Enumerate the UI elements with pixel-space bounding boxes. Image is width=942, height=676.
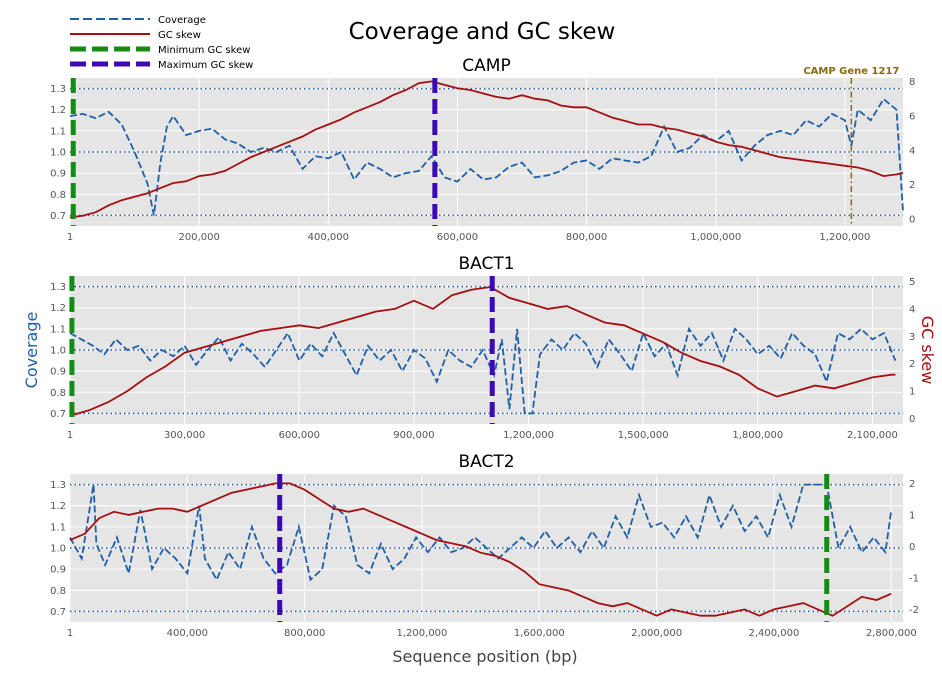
y-tick-label-right: 8	[909, 77, 915, 88]
x-tick-label: 1,000,000	[690, 232, 741, 243]
x-tick-label: 300,000	[164, 430, 205, 441]
y-tick-label-left: 1.1	[50, 522, 66, 533]
x-tick-label: 2,000,000	[631, 628, 682, 639]
x-tick-label: 1,200,000	[397, 628, 448, 639]
coverage-line-camp	[69, 97, 904, 216]
y-tick-label-right: 2	[909, 479, 915, 490]
legend-label-maximum-gc-skew: Maximum GC skew	[158, 60, 253, 71]
x-tick-label: 200,000	[178, 232, 219, 243]
y-tick-label-left: 1.0	[50, 544, 66, 555]
x-tick-label: 1,500,000	[618, 430, 669, 441]
x-tick-label: 1	[67, 232, 73, 243]
coverage-line-bact2	[69, 483, 893, 582]
figure-title: Coverage and GC skew	[349, 19, 616, 45]
y-tick-label-right: 2	[909, 180, 915, 191]
x-tick-label: 2,400,000	[748, 628, 799, 639]
legend-label-coverage: Coverage	[158, 15, 206, 26]
y-tick-label-left: 1.2	[50, 303, 66, 314]
y-tick-label-left: 0.7	[50, 409, 66, 420]
y-tick-label-right: 1	[909, 387, 915, 398]
y-tick-label-left: 1.2	[50, 105, 66, 116]
y-tick-label-left: 0.9	[50, 565, 66, 576]
y-tick-label-right: -1	[909, 573, 919, 584]
y-tick-label-right: -2	[909, 605, 919, 616]
x-tick-label: 400,000	[167, 628, 208, 639]
y-tick-label-right: 3	[909, 332, 915, 343]
x-tick-label: 400,000	[308, 232, 349, 243]
gc-skew-line-camp	[69, 80, 904, 219]
legend-label-gc-skew: GC skew	[158, 30, 201, 41]
y-tick-label-left: 0.9	[50, 367, 66, 378]
x-tick-label: 2,100,000	[847, 430, 898, 441]
y-tick-label-left: 1.1	[50, 324, 66, 335]
y-tick-label-left: 1.3	[50, 480, 66, 491]
x-tick-label: 1,600,000	[514, 628, 565, 639]
panel-bact1: 1 300,000 600,000 900,000 1,200,000 1,500,000…	[50, 254, 915, 441]
panel-title-bact1: BACT1	[458, 254, 514, 274]
panel-bact2: 1 400,000 800,000 1,200,000 1,600,000 2,000,0…	[50, 452, 919, 639]
y-axis-label-gc-skew: GC skew	[918, 316, 937, 385]
y-tick-label-left: 1.0	[50, 346, 66, 357]
y-tick-label-left: 0.7	[50, 211, 66, 222]
y-tick-label-right: 5	[909, 277, 915, 288]
y-tick-label-left: 0.8	[50, 388, 66, 399]
x-tick-label: 1	[67, 628, 73, 639]
panel-title-camp: CAMP	[462, 56, 510, 76]
x-axis-label: Sequence position (bp)	[392, 647, 577, 666]
y-tick-label-right: 6	[909, 111, 915, 122]
y-tick-label-left: 0.7	[50, 607, 66, 618]
y-tick-label-right: 4	[909, 304, 915, 315]
y-tick-label-left: 1.3	[50, 84, 66, 95]
x-tick-label: 1,200,000	[503, 430, 554, 441]
y-tick-label-left: 1.2	[50, 501, 66, 512]
x-tick-label: 600,000	[437, 232, 478, 243]
x-tick-label: 800,000	[566, 232, 607, 243]
y-tick-label-right: 4	[909, 146, 915, 157]
panel-title-bact2: BACT2	[458, 452, 514, 472]
y-tick-label-right: 2	[909, 359, 915, 370]
y-tick-label-right: 0	[909, 215, 915, 226]
y-tick-label-left: 1.1	[50, 126, 66, 137]
y-tick-label-left: 0.9	[50, 169, 66, 180]
y-tick-label-left: 1.0	[50, 148, 66, 159]
y-tick-label-right: 0	[909, 542, 915, 553]
y-tick-label-left: 0.8	[50, 190, 66, 201]
legend: Coverage GC skew Minimum GC skew Maximum…	[70, 15, 253, 71]
y-axis-label-coverage: Coverage	[22, 312, 41, 389]
x-tick-label: 900,000	[393, 430, 434, 441]
y-tick-label-left: 1.3	[50, 282, 66, 293]
y-tick-label-right: 0	[909, 414, 915, 425]
gc-skew-line-bact2	[69, 482, 892, 617]
gene-marker-label: CAMP Gene 1217	[803, 66, 899, 77]
panel-camp: 1 200,000 400,000 600,000 800,000 1,000,000 1,…	[50, 56, 915, 243]
x-tick-label: 1,800,000	[732, 430, 783, 441]
x-tick-label: 1,200,000	[819, 232, 870, 243]
y-tick-label-right: 1	[909, 510, 915, 521]
legend-label-minimum-gc-skew: Minimum GC skew	[158, 45, 250, 56]
y-tick-label-left: 0.8	[50, 586, 66, 597]
x-tick-label: 800,000	[284, 628, 325, 639]
x-tick-label: 1	[67, 430, 73, 441]
x-tick-label: 600,000	[279, 430, 320, 441]
x-tick-label: 2,800,000	[866, 628, 917, 639]
